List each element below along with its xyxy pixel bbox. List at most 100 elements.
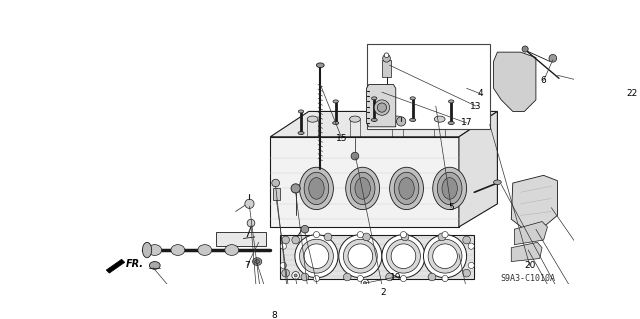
Circle shape bbox=[401, 232, 406, 238]
Ellipse shape bbox=[410, 118, 416, 122]
Circle shape bbox=[314, 275, 319, 282]
Ellipse shape bbox=[433, 167, 467, 210]
Circle shape bbox=[294, 274, 297, 277]
Circle shape bbox=[549, 55, 557, 62]
Circle shape bbox=[468, 262, 474, 269]
Circle shape bbox=[324, 233, 332, 241]
Circle shape bbox=[397, 117, 406, 126]
Circle shape bbox=[387, 239, 420, 273]
Circle shape bbox=[300, 239, 333, 273]
Ellipse shape bbox=[255, 260, 259, 263]
Ellipse shape bbox=[394, 172, 419, 204]
Text: 19: 19 bbox=[390, 272, 401, 282]
Circle shape bbox=[247, 219, 255, 227]
Circle shape bbox=[401, 233, 409, 241]
Circle shape bbox=[383, 55, 390, 62]
Circle shape bbox=[348, 244, 372, 269]
Ellipse shape bbox=[374, 100, 390, 115]
Circle shape bbox=[314, 232, 319, 238]
Ellipse shape bbox=[449, 100, 454, 103]
Circle shape bbox=[295, 235, 338, 278]
Bar bbox=[382, 60, 391, 77]
Ellipse shape bbox=[392, 116, 403, 122]
Circle shape bbox=[339, 235, 382, 278]
Ellipse shape bbox=[300, 167, 333, 210]
Circle shape bbox=[304, 244, 329, 269]
Circle shape bbox=[433, 244, 458, 269]
Ellipse shape bbox=[390, 167, 424, 210]
Ellipse shape bbox=[355, 178, 371, 199]
Ellipse shape bbox=[298, 131, 304, 135]
Text: S9A3-C1010A: S9A3-C1010A bbox=[500, 274, 556, 283]
Bar bbox=[367, 44, 490, 129]
Polygon shape bbox=[270, 137, 459, 227]
Text: 17: 17 bbox=[461, 118, 472, 128]
Circle shape bbox=[428, 273, 436, 281]
Ellipse shape bbox=[410, 97, 415, 100]
Ellipse shape bbox=[198, 245, 212, 256]
Bar bbox=[273, 189, 280, 200]
Text: 22: 22 bbox=[627, 89, 638, 98]
Ellipse shape bbox=[371, 118, 378, 122]
Ellipse shape bbox=[143, 242, 152, 258]
Polygon shape bbox=[511, 175, 557, 229]
Text: 2: 2 bbox=[381, 288, 387, 297]
Polygon shape bbox=[515, 221, 547, 245]
Polygon shape bbox=[459, 111, 497, 227]
Circle shape bbox=[282, 269, 289, 277]
Circle shape bbox=[382, 235, 425, 278]
Circle shape bbox=[351, 152, 359, 160]
Ellipse shape bbox=[349, 116, 360, 122]
Ellipse shape bbox=[225, 245, 239, 256]
Circle shape bbox=[361, 279, 369, 287]
Circle shape bbox=[301, 226, 308, 233]
Ellipse shape bbox=[346, 167, 380, 210]
Text: 5: 5 bbox=[449, 203, 454, 212]
Circle shape bbox=[364, 282, 367, 285]
Text: 4: 4 bbox=[477, 89, 483, 98]
Ellipse shape bbox=[437, 172, 462, 204]
Circle shape bbox=[280, 262, 287, 269]
Circle shape bbox=[357, 275, 364, 282]
Circle shape bbox=[428, 239, 462, 273]
Circle shape bbox=[442, 275, 448, 282]
Circle shape bbox=[363, 233, 371, 241]
Ellipse shape bbox=[448, 122, 454, 124]
Circle shape bbox=[357, 232, 364, 238]
Ellipse shape bbox=[308, 178, 324, 199]
Circle shape bbox=[344, 273, 351, 281]
Circle shape bbox=[522, 46, 528, 52]
Circle shape bbox=[463, 269, 470, 277]
Ellipse shape bbox=[148, 245, 162, 256]
Ellipse shape bbox=[378, 103, 387, 112]
Circle shape bbox=[386, 273, 394, 281]
Text: 15: 15 bbox=[336, 134, 348, 143]
Text: FR.: FR. bbox=[126, 259, 144, 269]
Polygon shape bbox=[280, 235, 474, 278]
Polygon shape bbox=[106, 259, 125, 273]
Circle shape bbox=[291, 184, 300, 193]
Circle shape bbox=[272, 179, 280, 187]
Ellipse shape bbox=[493, 180, 501, 185]
Ellipse shape bbox=[371, 97, 377, 100]
Circle shape bbox=[442, 232, 448, 238]
Ellipse shape bbox=[435, 116, 445, 122]
Ellipse shape bbox=[304, 172, 329, 204]
Ellipse shape bbox=[376, 90, 387, 94]
Ellipse shape bbox=[399, 178, 414, 199]
Circle shape bbox=[344, 239, 378, 273]
Polygon shape bbox=[270, 111, 497, 137]
Text: 20: 20 bbox=[524, 261, 536, 270]
Ellipse shape bbox=[350, 172, 375, 204]
Circle shape bbox=[401, 275, 406, 282]
Polygon shape bbox=[216, 232, 266, 246]
Ellipse shape bbox=[333, 122, 339, 124]
Circle shape bbox=[438, 233, 446, 241]
Text: 13: 13 bbox=[470, 101, 481, 111]
Text: 6: 6 bbox=[541, 76, 547, 85]
Circle shape bbox=[292, 236, 300, 244]
Ellipse shape bbox=[442, 178, 458, 199]
Ellipse shape bbox=[333, 100, 339, 103]
Circle shape bbox=[301, 273, 308, 281]
Circle shape bbox=[245, 199, 254, 208]
